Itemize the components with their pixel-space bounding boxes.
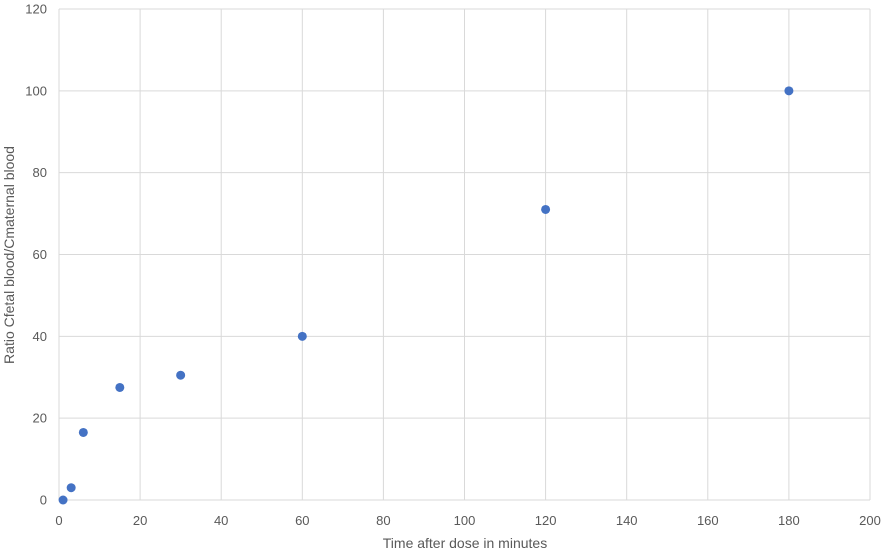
x-tick-label: 40 <box>214 513 228 528</box>
data-point <box>784 86 794 96</box>
x-tick-label: 20 <box>133 513 147 528</box>
data-point <box>541 204 551 214</box>
x-tick-label: 60 <box>295 513 309 528</box>
data-point <box>78 427 88 437</box>
x-tick-label: 200 <box>859 513 881 528</box>
y-tick-label: 20 <box>33 411 47 426</box>
x-tick-label: 80 <box>376 513 390 528</box>
y-axis-title: Ratio Cfetal blood/Cmaternal blood <box>1 146 17 364</box>
x-tick-label: 160 <box>697 513 719 528</box>
y-tick-labels: 0 20 40 60 80 100 120 <box>25 2 47 508</box>
x-tick-label: 100 <box>454 513 476 528</box>
data-point <box>58 495 68 505</box>
data-point <box>176 370 186 380</box>
y-tick-label: 100 <box>25 83 47 98</box>
y-tick-label: 120 <box>25 2 47 17</box>
x-axis-title: Time after dose in minutes <box>383 535 547 551</box>
x-tick-label: 140 <box>616 513 638 528</box>
data-points <box>58 86 794 505</box>
y-gridlines <box>59 8 870 501</box>
data-point <box>297 331 307 341</box>
data-point <box>115 382 125 392</box>
x-tick-label: 180 <box>778 513 800 528</box>
y-tick-label: 0 <box>40 493 47 508</box>
data-point <box>66 483 76 493</box>
x-tick-label: 0 <box>55 513 62 528</box>
x-tick-labels: 0 20 40 60 80 100 120 140 160 180 200 <box>55 513 880 528</box>
x-tick-label: 120 <box>535 513 557 528</box>
y-tick-label: 80 <box>33 165 47 180</box>
y-tick-label: 60 <box>33 247 47 262</box>
y-tick-label: 40 <box>33 329 47 344</box>
